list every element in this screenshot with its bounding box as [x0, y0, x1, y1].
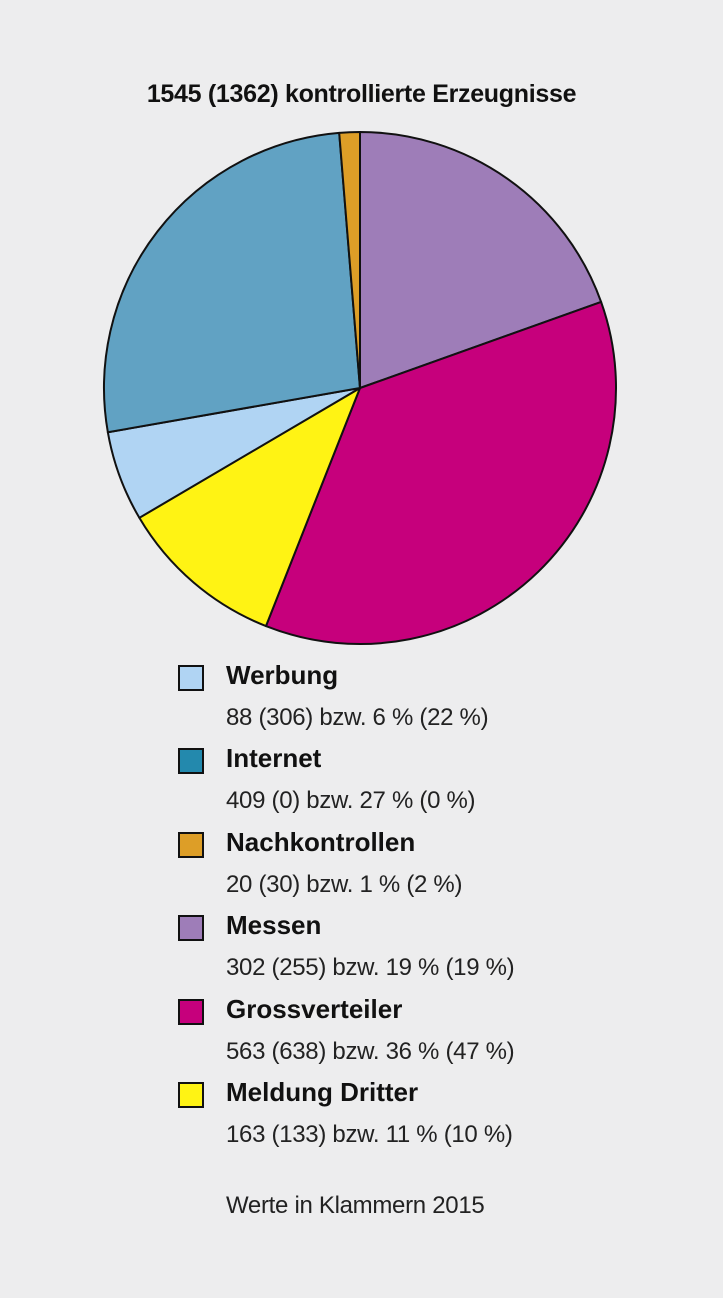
- pie-slice-internet: [103, 131, 361, 434]
- pie-chart: [103, 131, 617, 645]
- legend-label-nachkontrollen: Nachkontrollen: [226, 826, 416, 857]
- legend-detail-internet: 409 (0) bzw. 27 % (0 %): [226, 787, 476, 815]
- legend-detail-nachkontrollen: 20 (30) bzw. 1 % (2 %): [226, 870, 463, 898]
- legend-swatch-meldung-dritter: [178, 1081, 204, 1108]
- legend-detail-werbung: 88 (306) bzw. 6 % (22 %): [226, 704, 489, 731]
- legend-swatch-werbung: [178, 665, 204, 691]
- footnote: Werte in Klammern 2015: [226, 1192, 485, 1219]
- legend-detail-meldung-dritter: 163 (133) bzw. 11 % (10 %): [226, 1120, 513, 1148]
- legend-label-meldung-dritter: Meldung Dritter: [226, 1076, 419, 1107]
- chart-title: 1545 (1362) kontrollierte Erzeugnisse: [146, 80, 577, 108]
- legend-swatch-messen: [178, 915, 204, 942]
- legend-label-internet: Internet: [226, 743, 322, 774]
- legend-swatch-internet: [178, 748, 204, 775]
- legend-swatch-grossverteiler: [178, 998, 204, 1025]
- pie-slice-nachkontrollen: [338, 131, 361, 389]
- pie-slice-messen: [359, 131, 603, 389]
- pie-slice-grossverteiler: [264, 300, 617, 645]
- pie-slice-meldung-dritter: [138, 387, 361, 628]
- legend-detail-grossverteiler: 563 (638) bzw. 36 % (47 %): [226, 1037, 515, 1065]
- legend-label-messen: Messen: [226, 910, 322, 941]
- legend-label-werbung: Werbung: [226, 660, 339, 690]
- legend-detail-messen: 302 (255) bzw. 19 % (19 %): [226, 954, 515, 982]
- legend-label-grossverteiler: Grossverteiler: [226, 993, 403, 1024]
- legend-swatch-nachkontrollen: [178, 831, 204, 858]
